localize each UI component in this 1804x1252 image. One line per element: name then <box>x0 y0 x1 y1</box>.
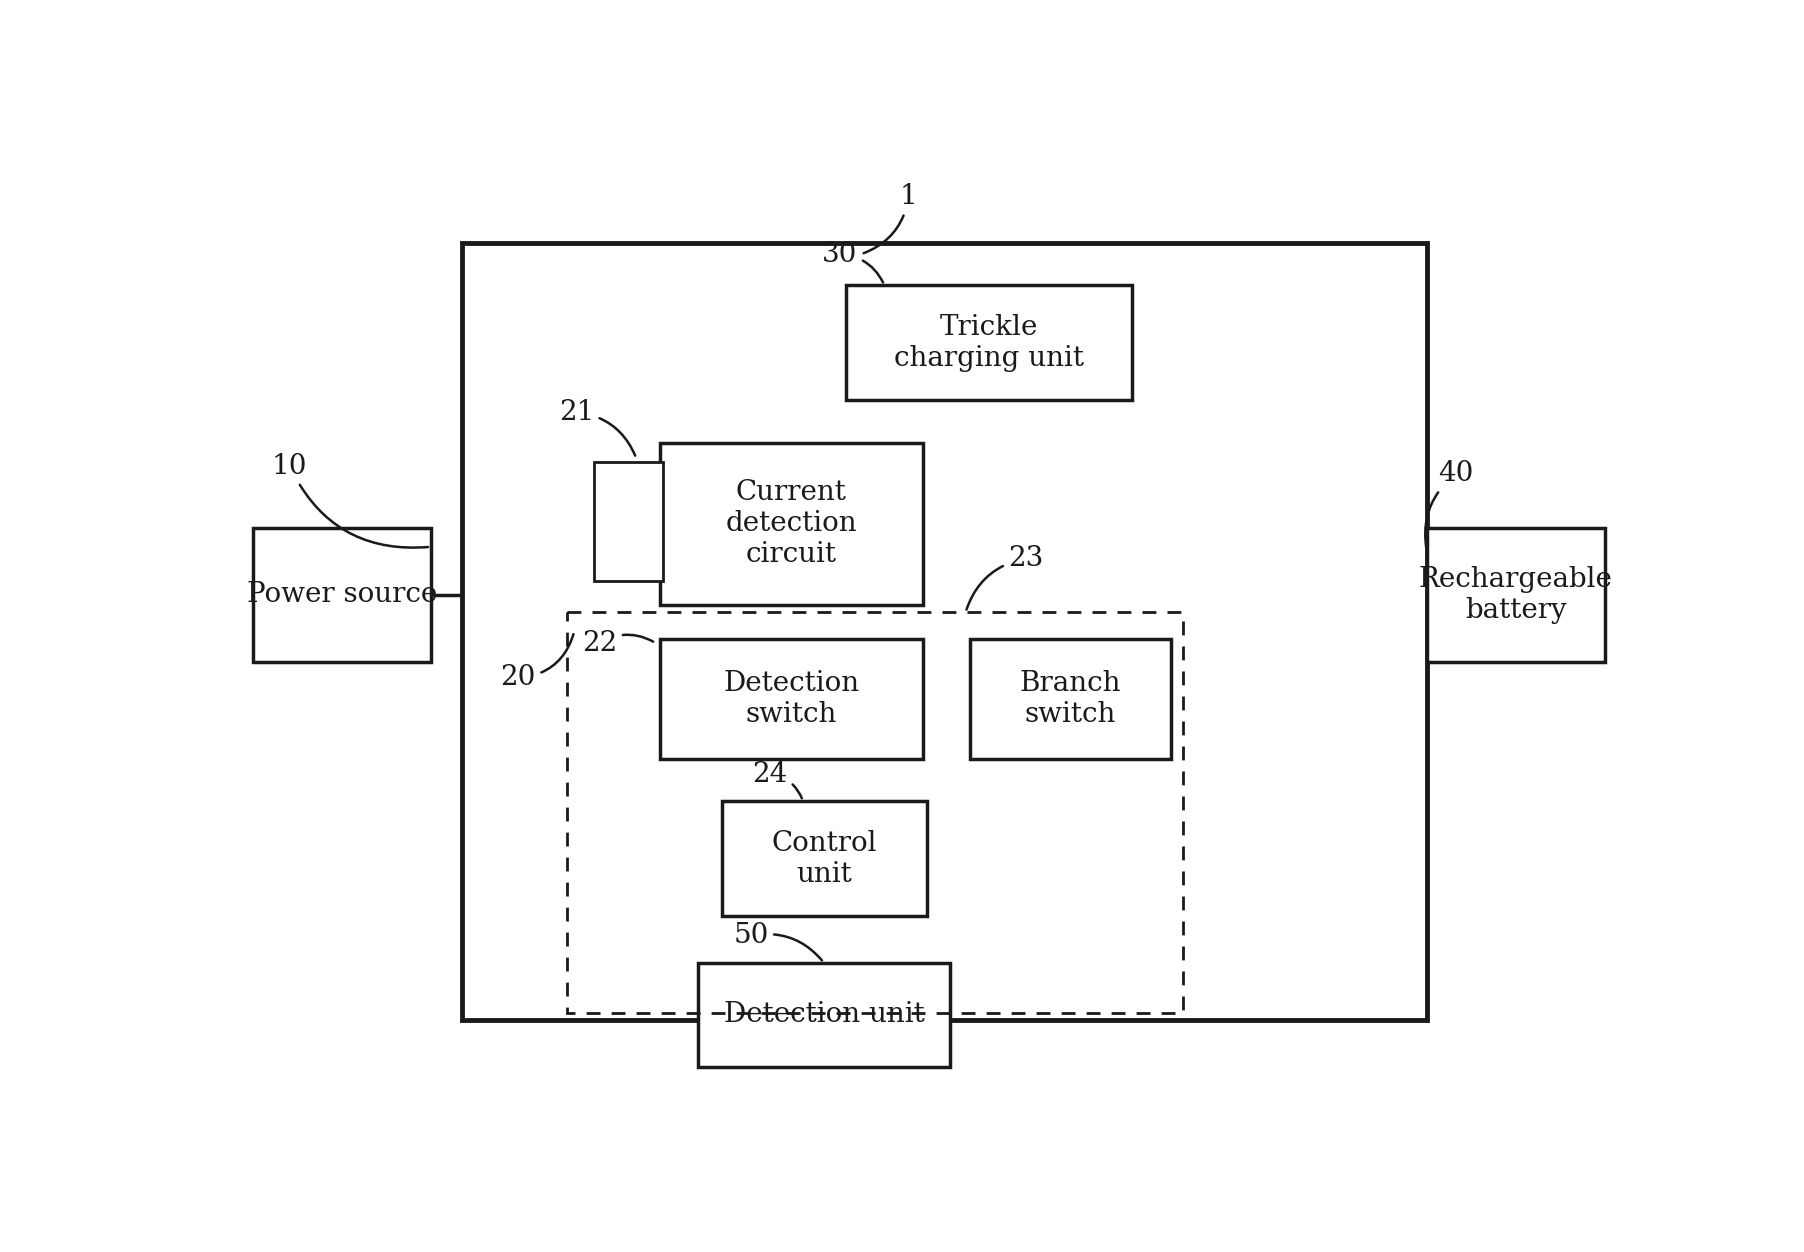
Bar <box>1427 527 1606 662</box>
Text: 1: 1 <box>864 183 918 253</box>
Bar <box>253 527 431 662</box>
Bar <box>969 640 1171 759</box>
Text: 50: 50 <box>732 923 823 960</box>
Text: 22: 22 <box>583 630 653 657</box>
Text: Control
unit: Control unit <box>772 830 877 888</box>
Text: Branch
switch: Branch switch <box>1019 670 1120 727</box>
Text: 10: 10 <box>272 453 428 547</box>
Text: Rechargeable
battery: Rechargeable battery <box>1420 566 1613 623</box>
Bar <box>846 285 1133 401</box>
Text: Detection unit: Detection unit <box>723 1002 925 1028</box>
Text: Trickle
charging unit: Trickle charging unit <box>893 314 1084 372</box>
Bar <box>698 963 951 1067</box>
Bar <box>660 640 924 759</box>
Text: 24: 24 <box>752 761 801 799</box>
Text: Current
detection
circuit: Current detection circuit <box>725 480 857 568</box>
Text: 21: 21 <box>559 398 635 456</box>
Text: 30: 30 <box>823 240 882 283</box>
Text: 20: 20 <box>502 635 574 691</box>
Bar <box>594 462 664 581</box>
Text: 40: 40 <box>1425 461 1474 548</box>
Bar <box>462 243 1427 1020</box>
Bar <box>722 801 927 916</box>
Text: Detection
switch: Detection switch <box>723 670 859 727</box>
Bar <box>566 612 1183 1013</box>
Text: Power source: Power source <box>247 581 437 608</box>
Bar <box>660 443 924 605</box>
Text: 23: 23 <box>967 545 1043 610</box>
